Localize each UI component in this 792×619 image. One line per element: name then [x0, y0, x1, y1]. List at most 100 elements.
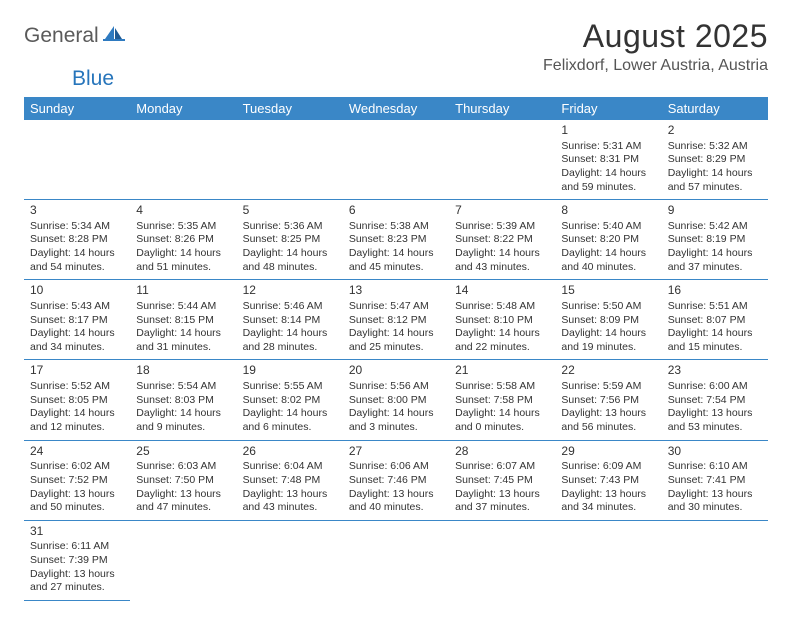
- sunset-text: Sunset: 8:19 PM: [668, 233, 762, 247]
- day-number: 27: [349, 444, 443, 460]
- daylight-text: Daylight: 14 hours and 54 minutes.: [30, 247, 124, 274]
- sunrise-text: Sunrise: 5:52 AM: [30, 380, 124, 394]
- weekday-header: Monday: [130, 97, 236, 120]
- sunset-text: Sunset: 8:17 PM: [30, 314, 124, 328]
- sunset-text: Sunset: 7:46 PM: [349, 474, 443, 488]
- day-number: 23: [668, 363, 762, 379]
- day-number: 15: [561, 283, 655, 299]
- calendar-day: 3Sunrise: 5:34 AMSunset: 8:28 PMDaylight…: [24, 200, 130, 280]
- sunset-text: Sunset: 7:41 PM: [668, 474, 762, 488]
- sunset-text: Sunset: 8:22 PM: [455, 233, 549, 247]
- calendar-day: 22Sunrise: 5:59 AMSunset: 7:56 PMDayligh…: [555, 360, 661, 440]
- weekday-header: Thursday: [449, 97, 555, 120]
- sunset-text: Sunset: 7:50 PM: [136, 474, 230, 488]
- calendar-day: 15Sunrise: 5:50 AMSunset: 8:09 PMDayligh…: [555, 280, 661, 360]
- calendar-day: 25Sunrise: 6:03 AMSunset: 7:50 PMDayligh…: [130, 440, 236, 520]
- calendar-day: 1Sunrise: 5:31 AMSunset: 8:31 PMDaylight…: [555, 120, 661, 200]
- sunrise-text: Sunrise: 5:58 AM: [455, 380, 549, 394]
- day-number: 28: [455, 444, 549, 460]
- day-number: 25: [136, 444, 230, 460]
- calendar-day: 10Sunrise: 5:43 AMSunset: 8:17 PMDayligh…: [24, 280, 130, 360]
- sunrise-text: Sunrise: 5:32 AM: [668, 140, 762, 154]
- day-number: 6: [349, 203, 443, 219]
- day-number: 16: [668, 283, 762, 299]
- daylight-text: Daylight: 13 hours and 37 minutes.: [455, 488, 549, 515]
- logo-text-blue: Blue: [72, 67, 114, 91]
- daylight-text: Daylight: 14 hours and 28 minutes.: [243, 327, 337, 354]
- sunrise-text: Sunrise: 5:40 AM: [561, 220, 655, 234]
- calendar-day: 29Sunrise: 6:09 AMSunset: 7:43 PMDayligh…: [555, 440, 661, 520]
- daylight-text: Daylight: 13 hours and 56 minutes.: [561, 407, 655, 434]
- day-number: 31: [30, 524, 124, 540]
- daylight-text: Daylight: 14 hours and 48 minutes.: [243, 247, 337, 274]
- sunset-text: Sunset: 8:15 PM: [136, 314, 230, 328]
- daylight-text: Daylight: 14 hours and 12 minutes.: [30, 407, 124, 434]
- daylight-text: Daylight: 13 hours and 30 minutes.: [668, 488, 762, 515]
- calendar-day: 5Sunrise: 5:36 AMSunset: 8:25 PMDaylight…: [237, 200, 343, 280]
- calendar-empty-cell: [662, 520, 768, 600]
- sunrise-text: Sunrise: 5:47 AM: [349, 300, 443, 314]
- sunset-text: Sunset: 8:07 PM: [668, 314, 762, 328]
- daylight-text: Daylight: 13 hours and 43 minutes.: [243, 488, 337, 515]
- sunrise-text: Sunrise: 5:31 AM: [561, 140, 655, 154]
- calendar-day: 14Sunrise: 5:48 AMSunset: 8:10 PMDayligh…: [449, 280, 555, 360]
- day-number: 29: [561, 444, 655, 460]
- sunrise-text: Sunrise: 5:38 AM: [349, 220, 443, 234]
- day-number: 4: [136, 203, 230, 219]
- sail-icon: [103, 24, 125, 47]
- calendar-empty-cell: [24, 120, 130, 200]
- calendar-day: 19Sunrise: 5:55 AMSunset: 8:02 PMDayligh…: [237, 360, 343, 440]
- sunrise-text: Sunrise: 5:44 AM: [136, 300, 230, 314]
- calendar-day: 23Sunrise: 6:00 AMSunset: 7:54 PMDayligh…: [662, 360, 768, 440]
- weekday-header: Saturday: [662, 97, 768, 120]
- sunset-text: Sunset: 8:10 PM: [455, 314, 549, 328]
- calendar-empty-cell: [343, 120, 449, 200]
- day-number: 19: [243, 363, 337, 379]
- logo-text-general: General: [24, 24, 99, 48]
- day-number: 10: [30, 283, 124, 299]
- calendar-empty-cell: [237, 520, 343, 600]
- daylight-text: Daylight: 14 hours and 57 minutes.: [668, 167, 762, 194]
- calendar-day: 8Sunrise: 5:40 AMSunset: 8:20 PMDaylight…: [555, 200, 661, 280]
- calendar-day: 20Sunrise: 5:56 AMSunset: 8:00 PMDayligh…: [343, 360, 449, 440]
- calendar-day: 26Sunrise: 6:04 AMSunset: 7:48 PMDayligh…: [237, 440, 343, 520]
- day-number: 8: [561, 203, 655, 219]
- day-number: 9: [668, 203, 762, 219]
- daylight-text: Daylight: 14 hours and 37 minutes.: [668, 247, 762, 274]
- sunrise-text: Sunrise: 5:50 AM: [561, 300, 655, 314]
- day-number: 20: [349, 363, 443, 379]
- calendar-day: 16Sunrise: 5:51 AMSunset: 8:07 PMDayligh…: [662, 280, 768, 360]
- weekday-header: Friday: [555, 97, 661, 120]
- sunrise-text: Sunrise: 5:43 AM: [30, 300, 124, 314]
- daylight-text: Daylight: 14 hours and 3 minutes.: [349, 407, 443, 434]
- sunrise-text: Sunrise: 5:59 AM: [561, 380, 655, 394]
- sunset-text: Sunset: 8:14 PM: [243, 314, 337, 328]
- sunrise-text: Sunrise: 5:35 AM: [136, 220, 230, 234]
- sunset-text: Sunset: 8:05 PM: [30, 394, 124, 408]
- sunrise-text: Sunrise: 5:34 AM: [30, 220, 124, 234]
- calendar-empty-cell: [130, 520, 236, 600]
- calendar-empty-cell: [449, 520, 555, 600]
- day-number: 22: [561, 363, 655, 379]
- sunrise-text: Sunrise: 6:03 AM: [136, 460, 230, 474]
- calendar-day: 2Sunrise: 5:32 AMSunset: 8:29 PMDaylight…: [662, 120, 768, 200]
- day-number: 26: [243, 444, 337, 460]
- calendar-day: 31Sunrise: 6:11 AMSunset: 7:39 PMDayligh…: [24, 520, 130, 600]
- page-title: August 2025: [543, 18, 768, 55]
- daylight-text: Daylight: 13 hours and 27 minutes.: [30, 568, 124, 595]
- sunset-text: Sunset: 8:26 PM: [136, 233, 230, 247]
- day-number: 14: [455, 283, 549, 299]
- day-number: 2: [668, 123, 762, 139]
- calendar-body: 1Sunrise: 5:31 AMSunset: 8:31 PMDaylight…: [24, 120, 768, 600]
- calendar-row: 3Sunrise: 5:34 AMSunset: 8:28 PMDaylight…: [24, 200, 768, 280]
- sunrise-text: Sunrise: 6:06 AM: [349, 460, 443, 474]
- sunset-text: Sunset: 7:43 PM: [561, 474, 655, 488]
- sunrise-text: Sunrise: 6:11 AM: [30, 540, 124, 554]
- sunset-text: Sunset: 7:54 PM: [668, 394, 762, 408]
- daylight-text: Daylight: 14 hours and 40 minutes.: [561, 247, 655, 274]
- sunset-text: Sunset: 8:28 PM: [30, 233, 124, 247]
- sunset-text: Sunset: 8:29 PM: [668, 153, 762, 167]
- sunset-text: Sunset: 7:56 PM: [561, 394, 655, 408]
- calendar-empty-cell: [343, 520, 449, 600]
- sunrise-text: Sunrise: 5:56 AM: [349, 380, 443, 394]
